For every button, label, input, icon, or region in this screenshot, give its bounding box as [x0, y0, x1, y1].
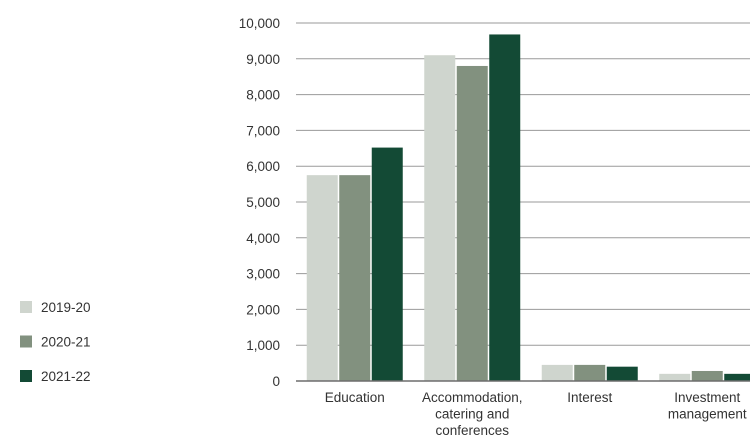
y-tick-label: 4,000: [246, 231, 280, 246]
bar: [456, 65, 488, 382]
category-labels: Education Accommodation, catering and confe…: [325, 390, 747, 438]
y-tick-label: 9,000: [246, 52, 280, 67]
legend-label: 2020-21: [41, 335, 91, 350]
x-category-label-line: Education: [325, 390, 385, 405]
x-category-label-line: conferences: [435, 423, 509, 438]
x-category-label-line: Accommodation,: [422, 390, 523, 405]
x-category-label-line: management: [668, 407, 747, 422]
y-tick-label: 6,000: [246, 159, 280, 174]
x-category-label: Investment management: [668, 390, 747, 422]
x-category-label: Education: [325, 390, 385, 405]
bar: [691, 370, 723, 381]
x-category-label: Accommodation, catering and conferences: [422, 390, 523, 438]
y-axis-tick-labels: 0 1,000 2,000 3,000 4,000 5,000 6,000 7,000 8,00…: [239, 16, 280, 389]
bar: [541, 364, 573, 381]
y-tick-label: 2,000: [246, 302, 280, 317]
x-category-label-line: Investment: [674, 390, 740, 405]
y-tick-label: 7,000: [246, 123, 280, 138]
legend-swatch: [20, 370, 32, 382]
bar: [489, 34, 521, 382]
y-tick-label: 10,000: [239, 16, 280, 31]
gridlines: [296, 22, 750, 346]
bar: [371, 147, 403, 381]
legend: 2019-20 2020-21 2021-22: [20, 300, 91, 384]
bars: [306, 34, 750, 382]
legend-swatch: [20, 335, 32, 348]
y-tick-label: 1,000: [246, 338, 280, 353]
legend-swatch: [20, 301, 32, 313]
y-tick-label: 3,000: [246, 267, 280, 282]
legend-label: 2021-22: [41, 369, 91, 384]
y-tick-label: 5,000: [246, 195, 280, 210]
bar: [606, 366, 638, 381]
legend-label: 2019-20: [41, 300, 91, 315]
bar: [659, 373, 691, 381]
bar: [306, 175, 338, 381]
x-category-label-line: catering and: [435, 407, 509, 422]
y-tick-label: 0: [272, 374, 280, 389]
bar: [339, 175, 371, 381]
bar: [424, 55, 456, 381]
bar: [724, 373, 750, 381]
bar: [574, 364, 606, 381]
y-tick-label: 8,000: [246, 88, 280, 103]
x-category-label-line: Interest: [567, 390, 612, 405]
x-category-label: Interest: [567, 390, 612, 405]
